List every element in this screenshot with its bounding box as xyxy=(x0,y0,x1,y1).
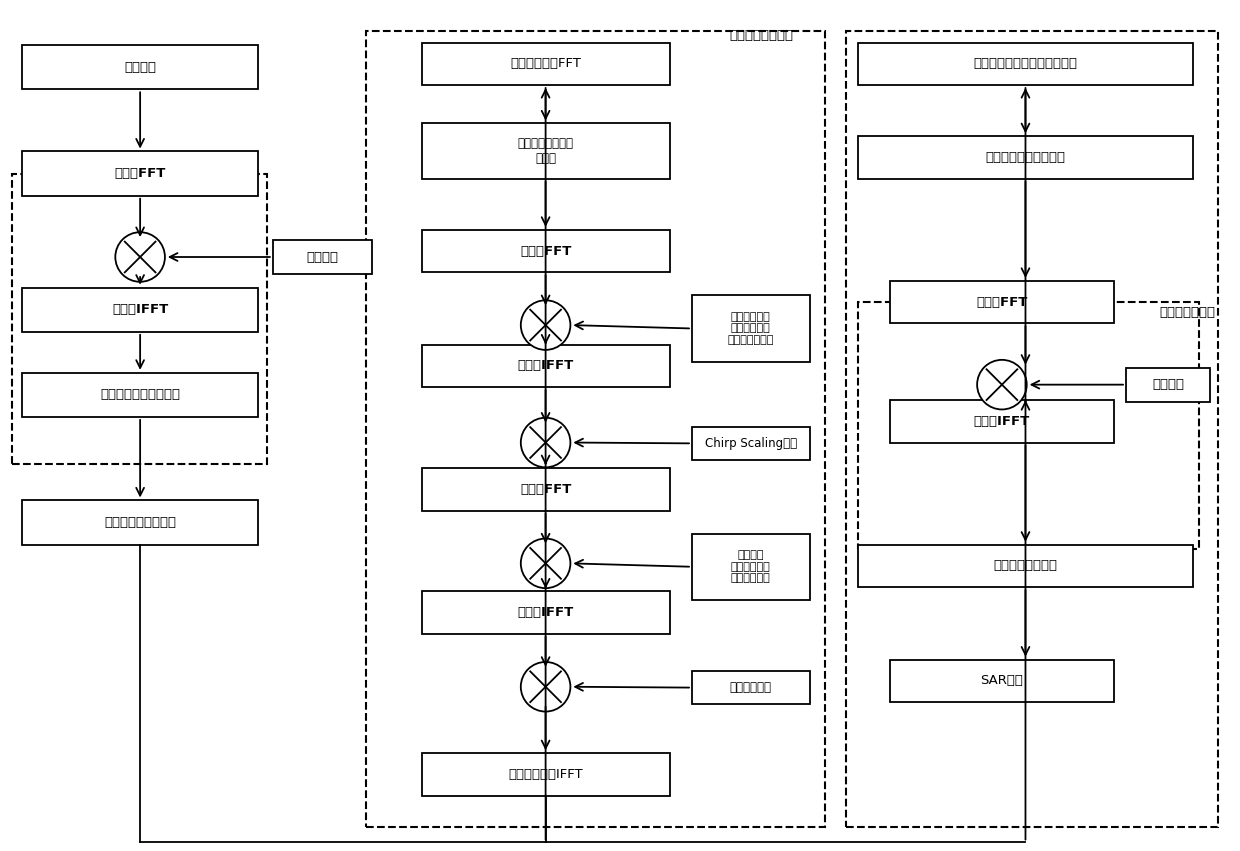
Bar xyxy=(858,302,1199,549)
Bar xyxy=(22,45,258,89)
Ellipse shape xyxy=(521,539,570,588)
Bar xyxy=(22,500,258,545)
Text: 距离向FFT: 距离向FFT xyxy=(520,483,572,496)
Bar xyxy=(890,281,1114,323)
Text: 方位压缩: 方位压缩 xyxy=(1152,378,1184,391)
Bar xyxy=(422,345,670,387)
Ellipse shape xyxy=(521,418,570,467)
Text: 方位向IFFT: 方位向IFFT xyxy=(973,414,1030,428)
Text: 剩余相位补偿: 剩余相位补偿 xyxy=(730,681,771,694)
Text: 距离向IFFT: 距离向IFFT xyxy=(112,303,169,317)
Text: 距离向IFFT: 距离向IFFT xyxy=(517,359,574,373)
Bar xyxy=(422,591,670,634)
Bar xyxy=(858,136,1193,179)
Bar xyxy=(692,534,810,600)
Ellipse shape xyxy=(977,360,1027,409)
Text: 子孔径距离向处理: 子孔径距离向处理 xyxy=(729,29,794,42)
Bar xyxy=(22,373,258,417)
Text: 子孔径方位向IFFT: 子孔径方位向IFFT xyxy=(508,768,583,781)
Text: 沿方位向划分子孔径: 沿方位向划分子孔径 xyxy=(104,516,176,529)
Bar xyxy=(692,427,810,460)
Bar xyxy=(422,43,670,85)
Text: 合并距离子带图像: 合并距离子带图像 xyxy=(993,559,1058,573)
Bar xyxy=(22,288,258,332)
Text: 方位向FFT: 方位向FFT xyxy=(976,295,1028,309)
Text: 沿距离向划分子带回波: 沿距离向划分子带回波 xyxy=(986,151,1065,164)
Bar xyxy=(846,31,1218,827)
Text: 距离向FFT: 距离向FFT xyxy=(520,244,572,258)
Bar xyxy=(890,660,1114,702)
Text: 子孔径方位向FFT: 子孔径方位向FFT xyxy=(510,57,582,71)
Bar xyxy=(12,174,267,464)
Bar xyxy=(422,123,670,179)
Bar xyxy=(422,753,670,796)
Bar xyxy=(422,230,670,272)
Bar xyxy=(422,468,670,511)
Bar xyxy=(858,43,1193,85)
Bar xyxy=(366,31,825,827)
Text: 距离压缩: 距离压缩 xyxy=(306,250,339,264)
Bar xyxy=(890,400,1114,443)
Bar xyxy=(22,151,258,196)
Text: 距离向IFFT: 距离向IFFT xyxy=(517,606,574,620)
Text: Chirp Scaling运算: Chirp Scaling运算 xyxy=(704,437,797,450)
Text: 距离向逆压缩
三次相位滤波
参考点相位补偿: 距离向逆压缩 三次相位滤波 参考点相位补偿 xyxy=(728,311,774,346)
Bar xyxy=(273,240,372,274)
Text: 回波数据: 回波数据 xyxy=(124,60,156,74)
Ellipse shape xyxy=(521,300,570,350)
Bar xyxy=(858,545,1193,587)
Ellipse shape xyxy=(521,662,570,711)
Bar xyxy=(692,295,810,362)
Text: 沿方位向合成方位子孔径数据: 沿方位向合成方位子孔径数据 xyxy=(973,57,1078,71)
Text: 子带方位向处理: 子带方位向处理 xyxy=(1159,306,1215,319)
Bar xyxy=(692,671,810,704)
Text: 距离压缩
二次距离压缩
距离弯曲校正: 距离压缩 二次距离压缩 距离弯曲校正 xyxy=(730,550,771,584)
Text: 两端补脉冲持续时
间点数: 两端补脉冲持续时 间点数 xyxy=(517,137,574,165)
Text: SAR图像: SAR图像 xyxy=(981,674,1023,688)
Ellipse shape xyxy=(115,232,165,282)
Text: 距离向FFT: 距离向FFT xyxy=(114,167,166,180)
Bar xyxy=(1126,368,1210,402)
Text: 去除脉冲持续时间点数: 去除脉冲持续时间点数 xyxy=(100,388,180,402)
